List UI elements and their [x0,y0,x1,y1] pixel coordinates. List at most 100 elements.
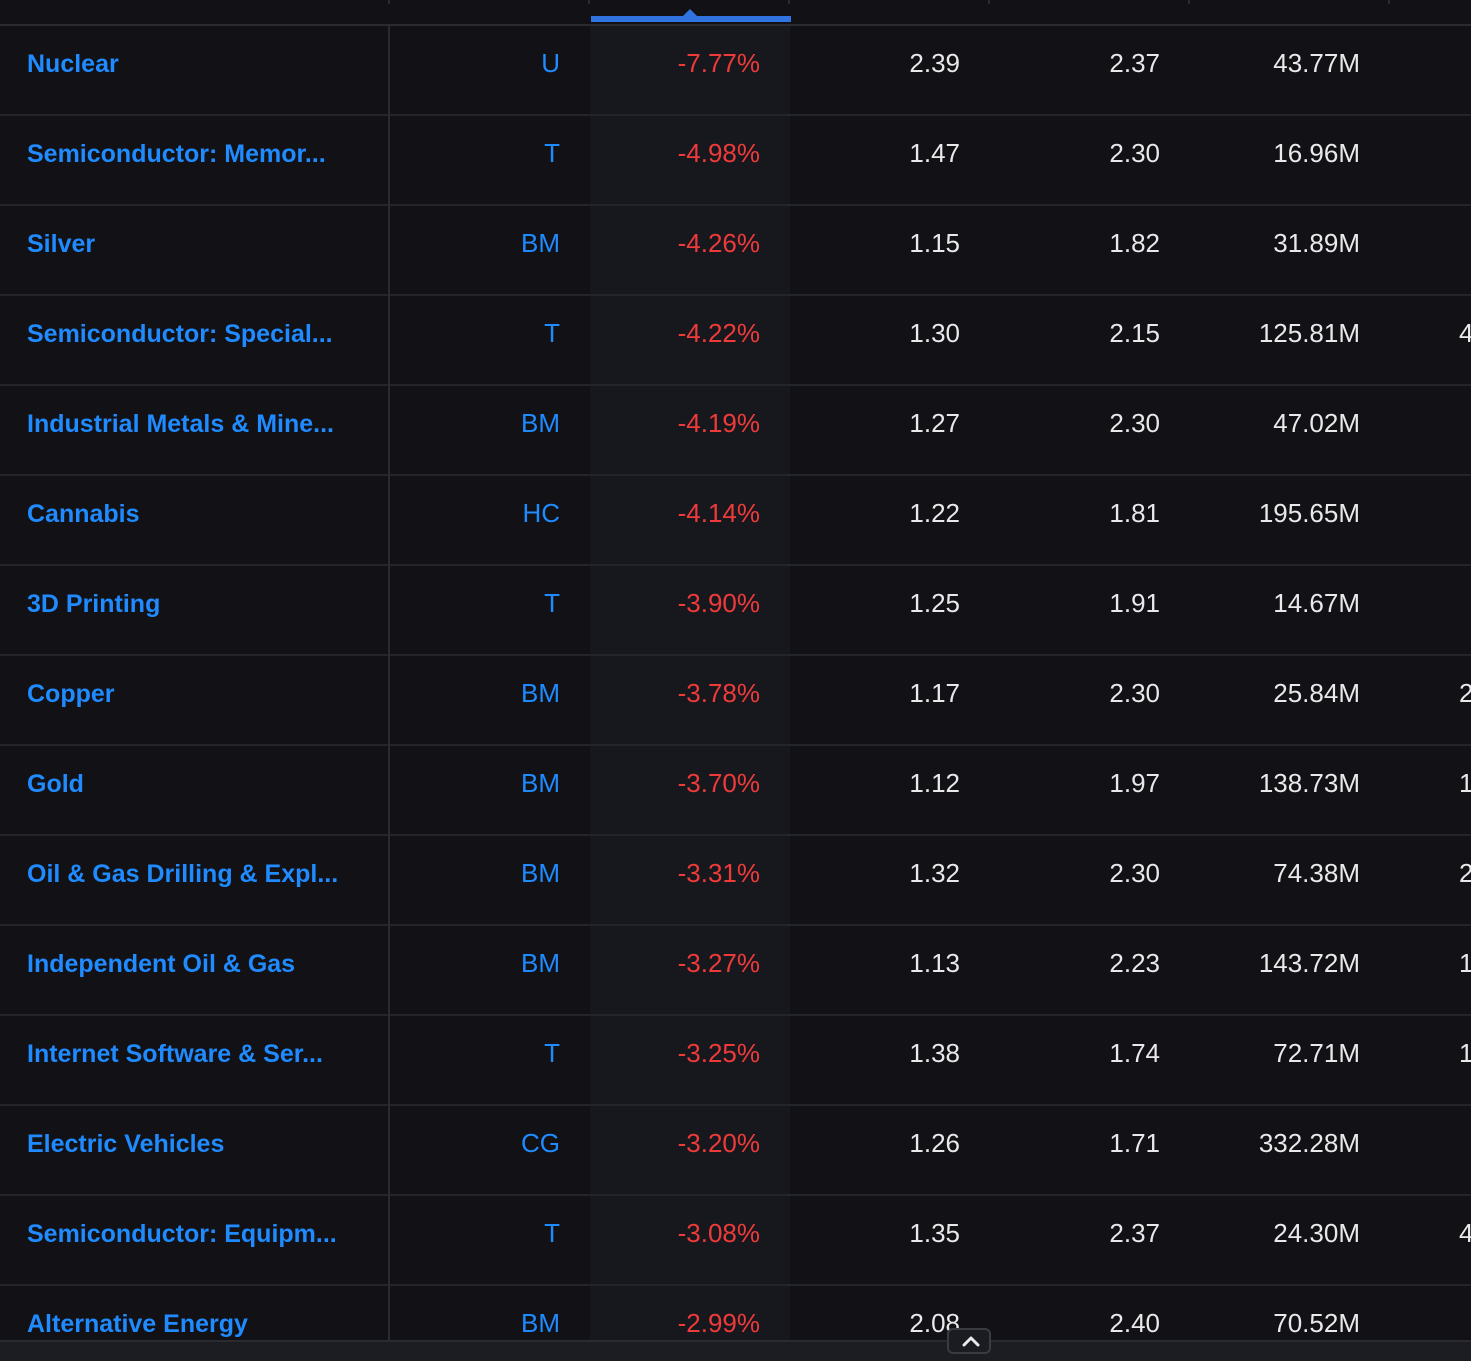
change-percent: -3.08% [677,1218,760,1248]
metric-col7: 1 [1390,924,1471,1014]
change-percent: -3.20% [677,1128,760,1158]
metric-col5: 1.74 [1109,1038,1160,1068]
sector-code-link[interactable]: U [541,48,560,78]
header-divider [388,0,390,4]
metric-col7-value: 2 [1459,858,1471,888]
industry-name-link[interactable]: Independent Oil & Gas [27,950,296,978]
metric-col4: 1.35 [909,1218,960,1248]
change-percent: -4.19% [677,408,760,438]
header-divider [788,0,790,4]
table-row[interactable]: Internet Software & Ser... T -3.25% 1.38 1.7… [0,1014,1471,1106]
header-cell-sector[interactable] [390,0,590,24]
industry-name-link[interactable]: Semiconductor: Memor... [27,140,326,168]
metric-col6: 74.38M [1273,858,1360,888]
industry-name-link[interactable]: Nuclear [27,50,119,78]
change-percent: -4.26% [677,228,760,258]
chevron-up-icon [962,1336,980,1347]
industry-name-link[interactable]: Internet Software & Ser... [27,1040,323,1068]
industry-name-link[interactable]: Semiconductor: Special... [27,320,333,348]
metric-col7 [1390,24,1471,114]
metric-col6: 138.73M [1258,768,1360,798]
table-row[interactable]: Alternative Energy BM -2.99% 2.08 2.40 70.52M [0,1284,1471,1340]
industry-name-link[interactable]: Electric Vehicles [27,1130,225,1158]
metric-col6: 14.67M [1273,588,1360,618]
table-row[interactable]: Semiconductor: Special... T -4.22% 1.30 2.15… [0,294,1471,386]
metric-col7-value: 4 [1459,318,1471,348]
column-divider [388,24,390,1340]
change-percent: -3.25% [677,1038,760,1068]
sector-code-link[interactable]: BM [521,678,560,708]
sector-code-link[interactable]: BM [521,228,560,258]
sector-code-link[interactable]: T [544,1038,560,1068]
metric-col5: 1.91 [1109,588,1160,618]
industry-name-link[interactable]: Silver [27,230,96,258]
scroll-up-button[interactable] [947,1328,991,1354]
metric-col5: 2.30 [1109,138,1160,168]
metric-col7-value: 4 [1459,1218,1471,1248]
table-row[interactable]: Oil & Gas Drilling & Expl... BM -3.31% 1.32… [0,834,1471,926]
metric-col5: 1.81 [1109,498,1160,528]
header-cell-col5[interactable] [990,0,1190,24]
industry-name-link[interactable]: Oil & Gas Drilling & Expl... [27,860,339,888]
header-divider [988,0,990,4]
table-row[interactable]: Industrial Metals & Mine... BM -4.19% 1.27 2… [0,384,1471,476]
metric-col4: 1.25 [909,588,960,618]
sector-code-link[interactable]: BM [521,768,560,798]
table-row[interactable]: Semiconductor: Equipm... T -3.08% 1.35 2.37 2… [0,1194,1471,1286]
sector-code-link[interactable]: CG [521,1128,560,1158]
metric-col7: 4 [1390,294,1471,384]
sector-code-link[interactable]: T [544,138,560,168]
table-row[interactable]: Nuclear U -7.77% 2.39 2.37 43.77M [0,24,1471,116]
industry-name-link[interactable]: Gold [27,770,84,798]
change-percent: -4.22% [677,318,760,348]
metric-col5: 1.71 [1109,1128,1160,1158]
industry-name-link[interactable]: Cannabis [27,500,140,528]
sector-code-link[interactable]: BM [521,948,560,978]
change-percent: -3.90% [677,588,760,618]
metric-col6: 24.30M [1273,1218,1360,1248]
industry-name-link[interactable]: Industrial Metals & Mine... [27,410,334,438]
metric-col6: 125.81M [1258,318,1360,348]
industry-name-link[interactable]: Semiconductor: Equipm... [27,1220,337,1248]
table-row[interactable]: Electric Vehicles CG -3.20% 1.26 1.71 332.28M [0,1104,1471,1196]
metric-col4: 1.15 [909,228,960,258]
change-percent: -4.98% [677,138,760,168]
sector-code-link[interactable]: BM [521,408,560,438]
header-cell-name[interactable] [0,0,388,24]
change-percent: -4.14% [677,498,760,528]
header-cell-col7[interactable] [1390,0,1471,24]
sector-code-link[interactable]: HC [522,498,560,528]
table-row[interactable]: Independent Oil & Gas BM -3.27% 1.13 2.23 143… [0,924,1471,1016]
sector-code-link[interactable]: T [544,1218,560,1248]
metric-col7 [1390,1104,1471,1194]
metric-col7 [1390,114,1471,204]
industry-name-link[interactable]: Copper [27,680,115,708]
sector-code-link[interactable]: BM [521,1308,560,1338]
sector-code-link[interactable]: T [544,318,560,348]
metric-col6: 195.65M [1258,498,1360,528]
metric-col4: 1.17 [909,678,960,708]
header-divider [1388,0,1390,4]
change-percent: -3.70% [677,768,760,798]
metric-col7-value: 1 [1459,948,1471,978]
metric-col5: 2.37 [1109,1218,1160,1248]
industry-name-link[interactable]: Alternative Energy [27,1310,248,1338]
header-cell-col4[interactable] [790,0,990,24]
industry-name-link[interactable]: 3D Printing [27,590,161,618]
metric-col4: 1.26 [909,1128,960,1158]
table-row[interactable]: Cannabis HC -4.14% 1.22 1.81 195.65M [0,474,1471,566]
header-cell-col6[interactable] [1190,0,1390,24]
sector-code-link[interactable]: BM [521,858,560,888]
metric-col4: 1.13 [909,948,960,978]
metric-col7-value: 1 [1459,1038,1471,1068]
table-row[interactable]: Gold BM -3.70% 1.12 1.97 138.73M 1 [0,744,1471,836]
table-row[interactable]: Copper BM -3.78% 1.17 2.30 25.84M 2 [0,654,1471,746]
table-row[interactable]: Semiconductor: Memor... T -4.98% 1.47 2.30 16… [0,114,1471,206]
table-row[interactable]: 3D Printing T -3.90% 1.25 1.91 14.67M [0,564,1471,656]
metric-col7: 2 [1390,654,1471,744]
sector-code-link[interactable]: T [544,588,560,618]
change-percent: -3.27% [677,948,760,978]
metric-col7 [1390,204,1471,294]
table-row[interactable]: Silver BM -4.26% 1.15 1.82 31.89M [0,204,1471,296]
metric-col4: 1.22 [909,498,960,528]
